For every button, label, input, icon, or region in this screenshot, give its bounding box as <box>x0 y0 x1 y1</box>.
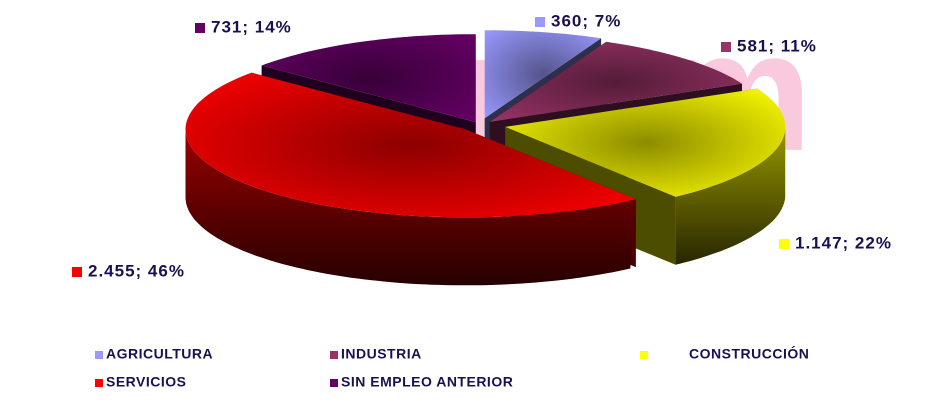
legend-marker <box>95 379 103 387</box>
slice-top <box>489 41 742 122</box>
legend-marker <box>330 351 338 359</box>
data-label: 2.455; 46% <box>88 261 185 280</box>
legend-label: SERVICIOS <box>106 374 187 390</box>
legend-label: INDUSTRIA <box>341 346 422 362</box>
legend-label: CONSTRUCCIÓN <box>689 345 809 362</box>
slice-top <box>185 72 636 218</box>
legend-label: AGRICULTURA <box>106 346 213 362</box>
data-label-marker <box>535 17 545 27</box>
slice-side <box>185 129 636 286</box>
data-label: 1.147; 22% <box>795 233 892 252</box>
slice-tops <box>185 30 786 218</box>
data-label: 360; 7% <box>551 11 621 30</box>
legend-marker <box>330 379 338 387</box>
slice-top <box>261 34 476 123</box>
slice-side <box>675 126 786 265</box>
legend-marker <box>95 351 103 359</box>
data-label-marker <box>195 23 205 33</box>
data-label-marker <box>721 42 731 52</box>
slice-top <box>505 88 786 197</box>
legend-label: SIN EMPLEO ANTERIOR <box>341 374 513 390</box>
data-label-marker <box>779 239 789 249</box>
slice-sides <box>185 126 786 286</box>
data-label: 731; 14% <box>211 17 292 36</box>
data-label: 581; 11% <box>737 36 817 55</box>
data-label-marker <box>72 267 82 277</box>
slice-top <box>484 30 602 119</box>
legend-marker <box>640 351 648 359</box>
